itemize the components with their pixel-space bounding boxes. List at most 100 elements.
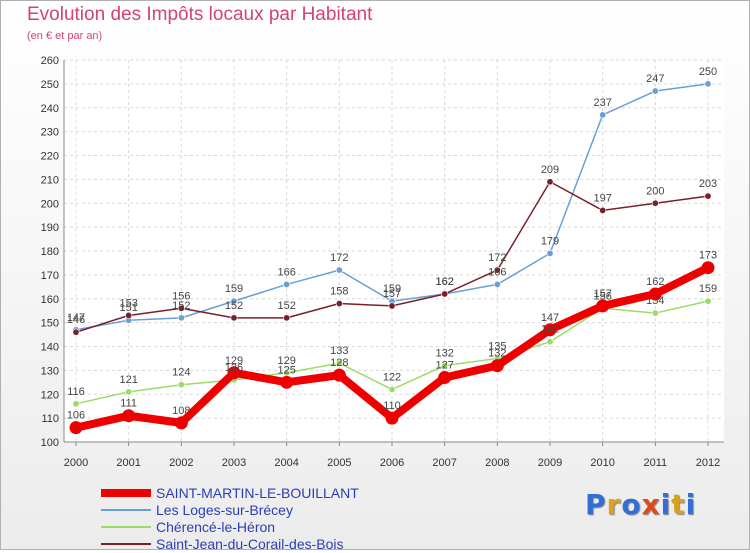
data-point bbox=[651, 87, 659, 95]
data-label: 124 bbox=[172, 367, 190, 379]
data-label: 116 bbox=[67, 386, 85, 398]
y-tick-label: 150 bbox=[41, 318, 59, 330]
data-label: 162 bbox=[435, 276, 453, 288]
data-point bbox=[493, 266, 501, 274]
data-point bbox=[125, 311, 133, 319]
logo-letter: t bbox=[671, 488, 686, 521]
x-tick-label: 2001 bbox=[116, 457, 140, 469]
x-tick-label: 2012 bbox=[696, 457, 720, 469]
data-label: 147 bbox=[67, 312, 85, 324]
data-label: 152 bbox=[277, 300, 295, 312]
data-point bbox=[177, 304, 185, 312]
data-label: 126 bbox=[225, 362, 243, 374]
data-point bbox=[227, 366, 241, 380]
data-label: 173 bbox=[699, 250, 717, 262]
data-label: 106 bbox=[67, 410, 85, 422]
data-label: 129 bbox=[277, 355, 295, 367]
data-point bbox=[335, 300, 343, 308]
y-tick-label: 200 bbox=[41, 198, 59, 210]
logo-letter: P bbox=[585, 488, 607, 521]
data-label: 172 bbox=[488, 252, 506, 264]
data-label: 132 bbox=[435, 348, 453, 360]
data-label: 133 bbox=[330, 345, 348, 357]
data-point bbox=[438, 371, 452, 385]
data-point bbox=[177, 314, 185, 322]
data-point bbox=[122, 409, 136, 423]
data-label: 121 bbox=[119, 374, 137, 386]
data-point bbox=[177, 381, 185, 389]
legend-swatch bbox=[101, 526, 151, 528]
data-point bbox=[599, 206, 607, 214]
data-label: 110 bbox=[383, 400, 401, 412]
x-tick-label: 2003 bbox=[222, 457, 246, 469]
y-tick-label: 140 bbox=[41, 342, 59, 354]
data-point bbox=[490, 359, 504, 373]
x-tick-label: 2007 bbox=[432, 457, 456, 469]
data-label: 162 bbox=[646, 276, 664, 288]
data-label: 142 bbox=[541, 324, 559, 336]
data-point bbox=[280, 375, 294, 389]
y-tick-label: 180 bbox=[41, 246, 59, 258]
data-point bbox=[230, 314, 238, 322]
data-label: 156 bbox=[172, 290, 190, 302]
data-label: 152 bbox=[172, 300, 190, 312]
data-point bbox=[385, 411, 399, 425]
data-label: 122 bbox=[383, 371, 401, 383]
x-tick-label: 2009 bbox=[538, 457, 562, 469]
data-label: 111 bbox=[120, 398, 137, 410]
data-label: 172 bbox=[330, 252, 348, 264]
data-point bbox=[335, 266, 343, 274]
data-label: 166 bbox=[488, 266, 506, 278]
data-point bbox=[704, 80, 712, 88]
legend-label: Les Loges-sur-Brécey bbox=[156, 502, 293, 518]
y-tick-label: 190 bbox=[41, 222, 59, 234]
logo-letter: o bbox=[621, 488, 642, 521]
data-label: 203 bbox=[699, 178, 717, 190]
data-point bbox=[543, 323, 557, 337]
y-tick-label: 250 bbox=[41, 79, 59, 91]
data-point bbox=[69, 421, 83, 435]
data-point bbox=[388, 385, 396, 393]
data-point bbox=[704, 192, 712, 200]
y-tick-label: 260 bbox=[41, 55, 59, 67]
data-point bbox=[704, 297, 712, 305]
data-point bbox=[651, 309, 659, 317]
legend-label: Chérencé-le-Héron bbox=[156, 519, 276, 535]
x-tick-label: 2011 bbox=[644, 457, 668, 469]
chart-title: Evolution des Impôts locaux par Habitant bbox=[27, 4, 373, 25]
data-point bbox=[72, 328, 80, 336]
data-label: 197 bbox=[593, 192, 611, 204]
data-label: 237 bbox=[593, 97, 611, 109]
legend-swatch bbox=[101, 509, 151, 511]
data-label: 108 bbox=[172, 405, 190, 417]
data-point bbox=[335, 359, 343, 367]
legend-label: Saint-Jean-du-Corail-des-Bois bbox=[156, 536, 344, 552]
data-point bbox=[546, 249, 554, 257]
data-label: 200 bbox=[646, 185, 664, 197]
data-label: 156 bbox=[593, 290, 611, 302]
data-point bbox=[283, 314, 291, 322]
data-label: 157 bbox=[383, 288, 401, 300]
y-tick-label: 100 bbox=[41, 437, 59, 449]
data-label: 179 bbox=[541, 235, 559, 247]
data-label: 128 bbox=[330, 357, 348, 369]
data-point bbox=[174, 416, 188, 430]
y-tick-label: 230 bbox=[41, 127, 59, 139]
data-label: 157 bbox=[593, 288, 611, 300]
y-tick-label: 120 bbox=[41, 389, 59, 401]
x-tick-label: 2008 bbox=[485, 457, 509, 469]
x-tick-label: 2002 bbox=[169, 457, 193, 469]
data-label: 159 bbox=[699, 283, 717, 295]
x-tick-label: 2004 bbox=[274, 457, 298, 469]
proxiti-logo: Proxiti bbox=[585, 488, 696, 521]
legend-label: SAINT-MARTIN-LE-BOUILLANT bbox=[156, 485, 359, 501]
data-point bbox=[388, 302, 396, 310]
chart-subtitle: (en € et par an) bbox=[27, 30, 103, 42]
x-tick-label: 2000 bbox=[64, 457, 88, 469]
data-label: 158 bbox=[330, 286, 348, 298]
logo-letter: x bbox=[641, 488, 661, 521]
data-label: 135 bbox=[488, 340, 506, 352]
data-label: 209 bbox=[541, 164, 559, 176]
data-label: 151 bbox=[119, 302, 137, 314]
